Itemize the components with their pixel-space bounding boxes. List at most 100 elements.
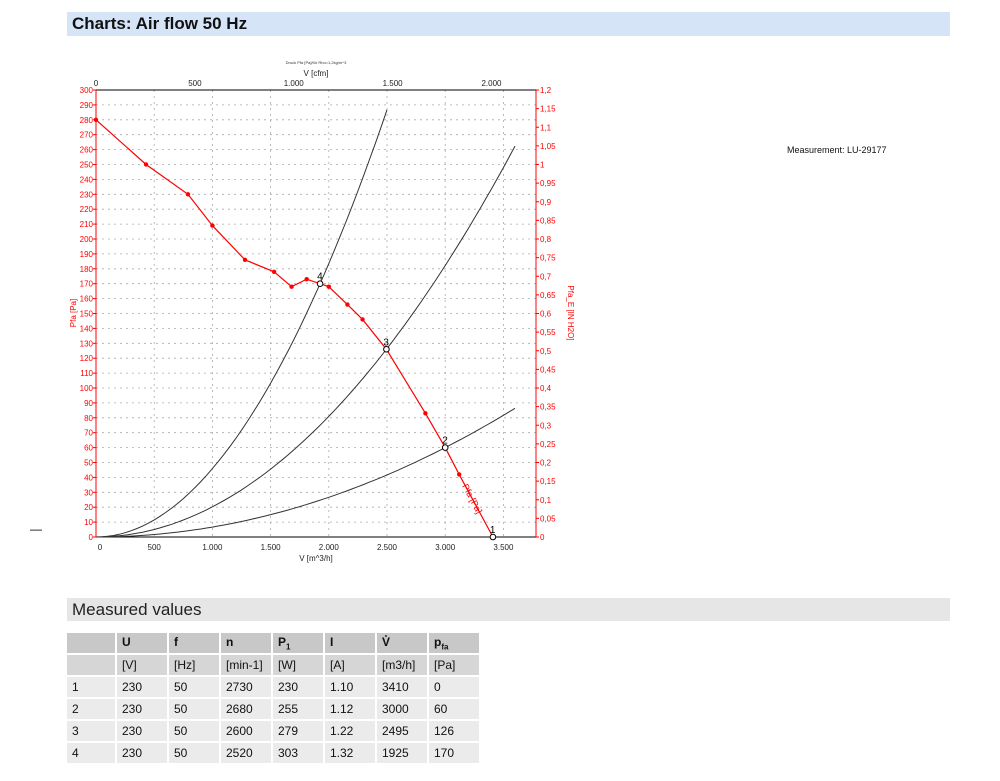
y-tick-label: 0 (89, 533, 94, 542)
table-cell: 2520 (221, 743, 271, 763)
y-tick-label: 90 (84, 399, 93, 408)
y2-tick-label: 1,15 (540, 105, 556, 114)
operating-point-label: 2 (442, 436, 448, 447)
y2-tick-label: 0,35 (540, 403, 556, 412)
col-unit: [V] (117, 655, 167, 675)
table-cell: 3 (67, 721, 115, 741)
x-tick-label: 0 (98, 543, 103, 552)
y-tick-label: 260 (80, 146, 94, 155)
operating-point (316, 280, 324, 288)
y-tick-label: 270 (80, 131, 94, 140)
fan-curve-point (326, 284, 332, 289)
fan-curve-point (289, 284, 294, 289)
table-cell: 1.22 (325, 721, 375, 741)
y-tick-label: 110 (80, 369, 93, 378)
y-tick-label: 280 (80, 116, 94, 125)
chart-title: Druck Pfa [Pa]/für Rho=1,2kg/m^3 (286, 60, 347, 65)
table-cell: 279 (273, 721, 323, 741)
y-tick-label: 30 (84, 488, 93, 497)
y-tick-label: 200 (80, 235, 94, 244)
fan-curve-point (93, 117, 99, 123)
y-tick-label: 250 (80, 161, 94, 170)
table-cell: 2495 (377, 721, 427, 741)
table-row: 2 230 50 2680 255 1.12 3000 60 (67, 699, 479, 719)
y2-tick-label: 0,4 (540, 384, 552, 393)
col-header: U (117, 633, 167, 653)
table-cell: 50 (169, 721, 219, 741)
col-header: n (221, 633, 271, 653)
y2-tick-label: 0,85 (540, 216, 556, 225)
y-tick-label: 130 (80, 339, 94, 348)
y-tick-label: 230 (80, 190, 94, 199)
col-unit: [A] (325, 655, 375, 675)
fan-curve-point (423, 411, 428, 416)
y-tick-label: 50 (84, 459, 93, 468)
y-tick-label: 70 (84, 429, 93, 438)
x-tick-label: 500 (148, 543, 162, 552)
dash-mark: — (30, 522, 42, 536)
fan-curve-point (185, 192, 191, 197)
table-cell: 3410 (377, 677, 427, 697)
table-row: 4 230 50 2520 303 1.32 1925 170 (67, 743, 479, 763)
operating-point (441, 444, 449, 451)
fan-curve-point (345, 302, 350, 307)
y2-tick-label: 0,15 (540, 477, 556, 486)
operating-point-label: 3 (383, 337, 389, 348)
y-tick-label: 100 (80, 384, 94, 393)
table-cell: 1.12 (325, 699, 375, 719)
y-tick-label: 240 (80, 175, 94, 184)
table-cell: 2 (67, 699, 115, 719)
y2-tick-label: 0,1 (540, 496, 552, 505)
y2-tick-label: 1,1 (540, 123, 552, 132)
table-cell: 2730 (221, 677, 271, 697)
table-cell: 2680 (221, 699, 271, 719)
y-tick-label: 210 (80, 220, 94, 229)
measured-values-header: Measured values (67, 598, 950, 621)
x-tick-label: 2.500 (377, 543, 398, 552)
fan-curve-point (242, 257, 248, 263)
y-tick-label: 170 (80, 280, 94, 289)
col-header: P1 (273, 633, 323, 653)
col-unit (67, 655, 115, 675)
y2-tick-label: 1 (540, 161, 545, 170)
y-tick-label: 180 (80, 265, 94, 274)
charts-title: Charts: Air flow 50 Hz (72, 14, 248, 33)
y2-tick-label: 0,65 (540, 291, 556, 300)
y-tick-label: 10 (84, 518, 93, 527)
table-cell: 126 (429, 721, 479, 741)
measured-values-title: Measured values (72, 600, 202, 619)
col-unit: [W] (273, 655, 323, 675)
fan-curve-point (456, 472, 462, 477)
y2-axis-label: Pfa_E [IN H2O] (566, 285, 575, 340)
table-row: 1 230 50 2730 230 1.10 3410 0 (67, 677, 479, 697)
x2-tick-label: 1.000 (284, 79, 305, 88)
y-axis-label: Pfa [Pa] (69, 299, 78, 327)
operating-point (383, 345, 390, 353)
x2-tick-label: 500 (188, 79, 202, 88)
fan-curve-point (143, 162, 149, 167)
table-cell: 230 (117, 677, 167, 697)
operating-point-label: 1 (490, 525, 496, 536)
fan-curve-label: Pfa [Pa] (460, 482, 484, 515)
x-tick-label: 1.000 (202, 543, 223, 552)
col-header: pfa (429, 633, 479, 653)
system-curve-3 (95, 145, 516, 538)
air-flow-chart: 0102030405060708090100110120130140150160… (69, 60, 575, 563)
fan-curve-point (271, 269, 277, 274)
y-tick-label: 190 (80, 250, 94, 259)
table-cell: 230 (117, 699, 167, 719)
y2-tick-label: 0,7 (540, 272, 552, 281)
table-cell: 230 (117, 743, 167, 763)
table-cell: 2600 (221, 721, 271, 741)
y2-tick-label: 0,55 (540, 328, 556, 337)
system-curve-4 (95, 109, 388, 538)
col-unit: [Hz] (169, 655, 219, 675)
x-axis-label: V [m^3/h] (299, 554, 333, 563)
y2-tick-label: 0,25 (540, 440, 556, 449)
col-unit: [min-1] (221, 655, 271, 675)
table-cell: 0 (429, 677, 479, 697)
measurement-label: Measurement: LU-29177 (787, 145, 887, 155)
col-header: V̊ (377, 633, 427, 653)
x2-tick-label: 0 (94, 79, 99, 88)
y-tick-label: 80 (84, 414, 93, 423)
